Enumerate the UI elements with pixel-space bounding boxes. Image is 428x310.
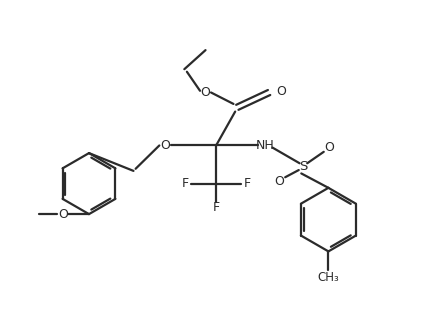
Text: F: F xyxy=(244,177,251,190)
Text: O: O xyxy=(201,86,211,99)
Text: O: O xyxy=(275,175,285,188)
Text: F: F xyxy=(181,177,189,190)
Text: O: O xyxy=(277,85,287,98)
Text: NH: NH xyxy=(256,139,274,152)
Text: S: S xyxy=(299,160,307,173)
Text: O: O xyxy=(58,208,68,221)
Text: O: O xyxy=(160,139,170,152)
Text: O: O xyxy=(324,141,334,154)
Text: CH₃: CH₃ xyxy=(318,271,339,284)
Text: F: F xyxy=(213,201,220,214)
